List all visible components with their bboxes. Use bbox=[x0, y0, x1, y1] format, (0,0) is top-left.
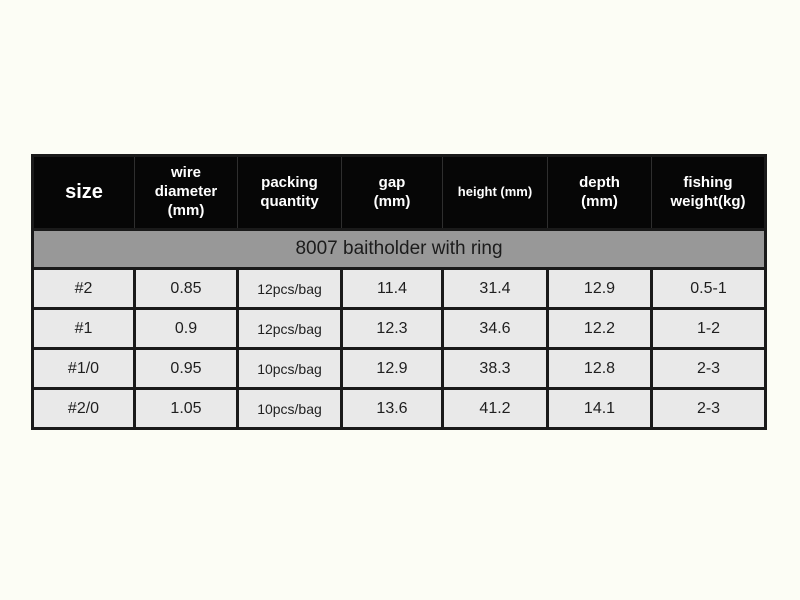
hook-spec-table: size wire diameter (mm) packing quantity… bbox=[31, 154, 767, 430]
cell-height: 31.4 bbox=[441, 267, 549, 310]
column-header-packing-quantity: packing quantity bbox=[237, 155, 342, 230]
cell-height: 34.6 bbox=[441, 307, 549, 350]
column-header-size: size bbox=[32, 155, 135, 230]
column-header-fishing-weight: fishing weight(kg) bbox=[651, 155, 766, 230]
column-header-depth: depth (mm) bbox=[547, 155, 652, 230]
group-header-label: 8007 baitholder with ring bbox=[31, 228, 767, 270]
cell-wire-diameter: 0.95 bbox=[133, 347, 239, 390]
column-header-gap: gap (mm) bbox=[341, 155, 443, 230]
cell-size: #2 bbox=[31, 267, 136, 310]
cell-fishing-weight: 2-3 bbox=[650, 347, 767, 390]
column-header-wire-diameter: wire diameter (mm) bbox=[134, 155, 238, 230]
cell-gap: 12.9 bbox=[340, 347, 444, 390]
column-header-height: height (mm) bbox=[442, 155, 548, 230]
cell-size: #2/0 bbox=[31, 387, 136, 430]
cell-packing: 10pcs/bag bbox=[236, 347, 343, 390]
cell-depth: 12.9 bbox=[546, 267, 653, 310]
cell-packing: 12pcs/bag bbox=[236, 267, 343, 310]
cell-depth: 14.1 bbox=[546, 387, 653, 430]
spec-table-container: size wire diameter (mm) packing quantity… bbox=[31, 154, 767, 430]
table-row: #1/0 0.95 10pcs/bag 12.9 38.3 12.8 2-3 bbox=[31, 347, 767, 390]
table-body: 8007 baitholder with ring #2 0.85 12pcs/… bbox=[31, 228, 767, 430]
cell-fishing-weight: 2-3 bbox=[650, 387, 767, 430]
cell-height: 38.3 bbox=[441, 347, 549, 390]
cell-fishing-weight: 1-2 bbox=[650, 307, 767, 350]
table-row: #1 0.9 12pcs/bag 12.3 34.6 12.2 1-2 bbox=[31, 307, 767, 350]
group-header-row: 8007 baitholder with ring bbox=[31, 228, 767, 270]
table-row: #2/0 1.05 10pcs/bag 13.6 41.2 14.1 2-3 bbox=[31, 387, 767, 430]
cell-size: #1/0 bbox=[31, 347, 136, 390]
cell-depth: 12.2 bbox=[546, 307, 653, 350]
header-row: size wire diameter (mm) packing quantity… bbox=[32, 155, 766, 230]
cell-fishing-weight: 0.5-1 bbox=[650, 267, 767, 310]
cell-gap: 11.4 bbox=[340, 267, 444, 310]
cell-wire-diameter: 0.9 bbox=[133, 307, 239, 350]
cell-wire-diameter: 1.05 bbox=[133, 387, 239, 430]
cell-height: 41.2 bbox=[441, 387, 549, 430]
cell-wire-diameter: 0.85 bbox=[133, 267, 239, 310]
cell-gap: 12.3 bbox=[340, 307, 444, 350]
table-header: size wire diameter (mm) packing quantity… bbox=[32, 155, 766, 230]
cell-packing: 12pcs/bag bbox=[236, 307, 343, 350]
table-row: #2 0.85 12pcs/bag 11.4 31.4 12.9 0.5-1 bbox=[31, 267, 767, 310]
cell-gap: 13.6 bbox=[340, 387, 444, 430]
cell-packing: 10pcs/bag bbox=[236, 387, 343, 430]
cell-depth: 12.8 bbox=[546, 347, 653, 390]
cell-size: #1 bbox=[31, 307, 136, 350]
